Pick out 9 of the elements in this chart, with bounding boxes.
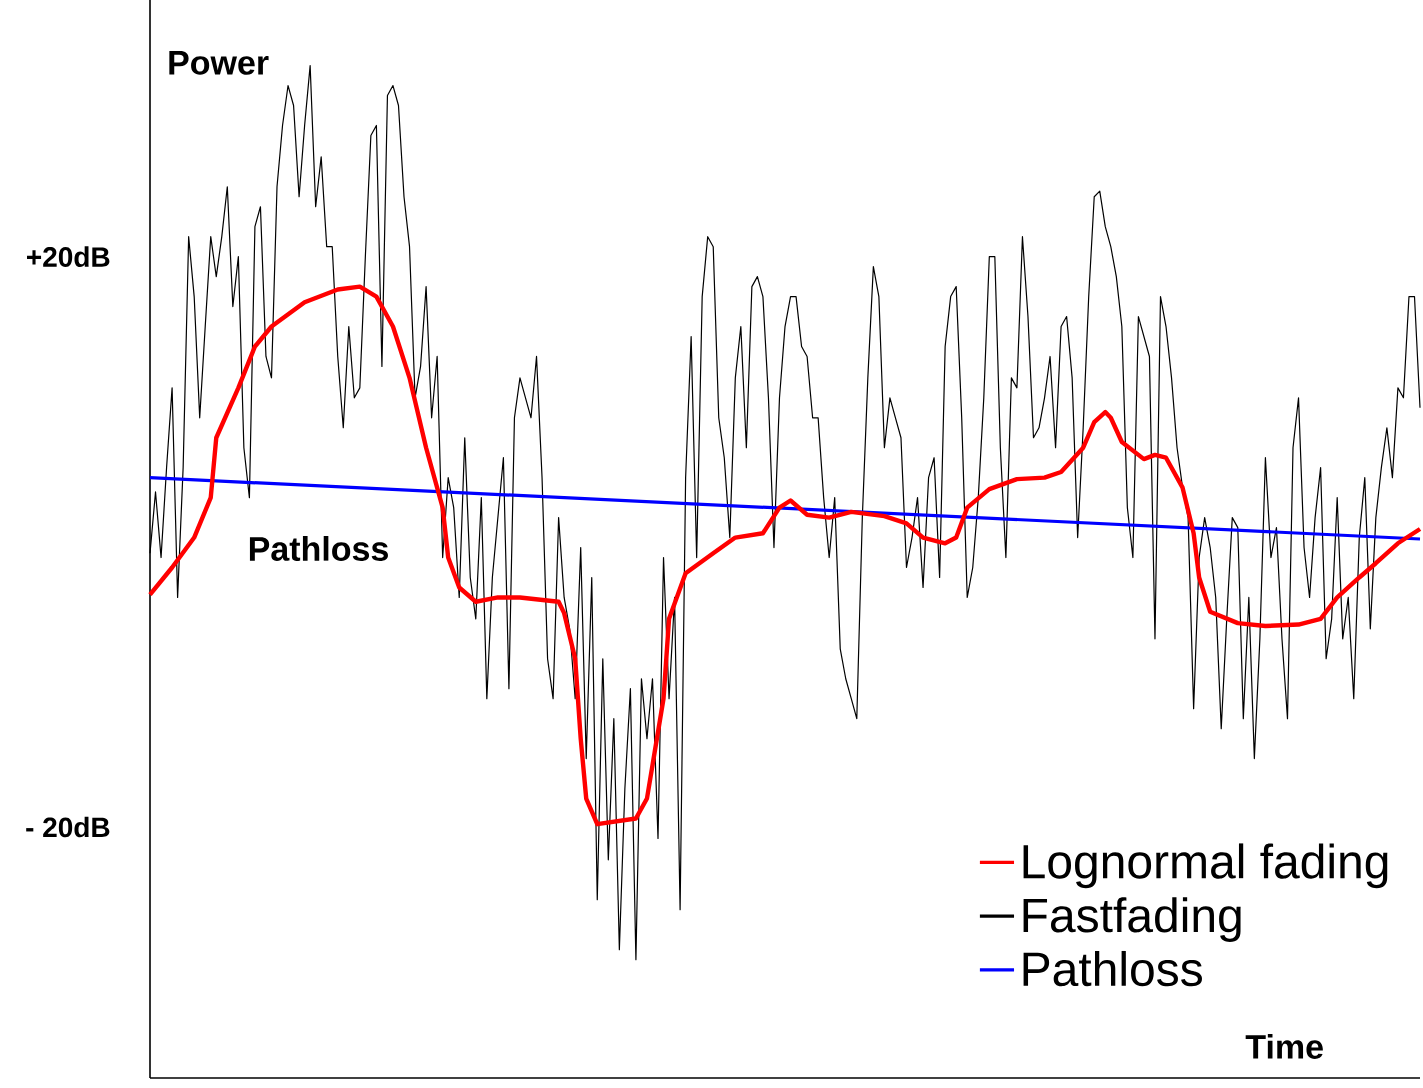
line-series [147,284,1423,827]
y-tick-label: +20dB [27,246,110,267]
y-tick-label: - 20dB [26,816,110,838]
legend-label: Lognormal fading [1023,843,1388,889]
x-axis-title: Time [1245,1033,1323,1059]
legend-label: Pathloss [1023,950,1202,987]
y-axis-title: Power [169,51,269,75]
legend-label: Fastfading [1023,897,1241,942]
annotation: Pathloss [249,536,388,561]
